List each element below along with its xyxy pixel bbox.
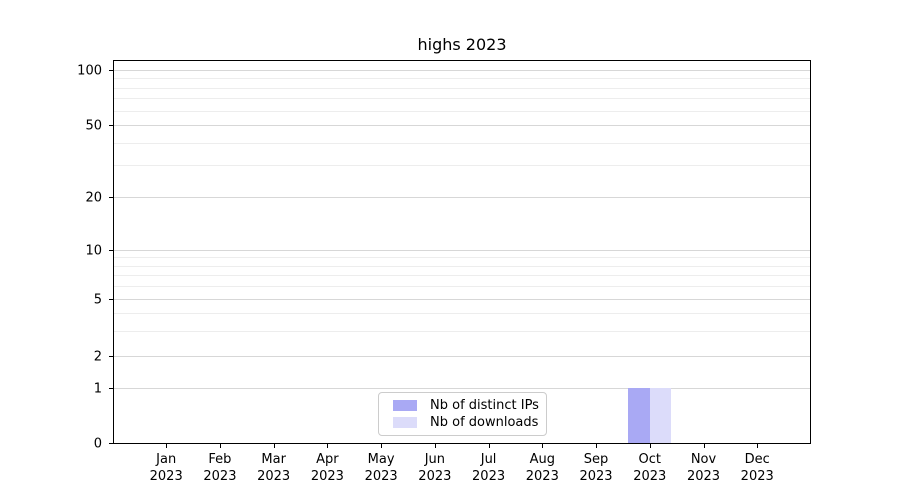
- gridline-minor: [114, 98, 810, 100]
- gridline-minor: [114, 330, 810, 332]
- legend-swatch: [393, 417, 417, 428]
- y-axis-tick-label: 2: [93, 349, 102, 364]
- x-axis-tick-label: Jul 2023: [472, 452, 506, 484]
- y-axis-tick-label: 10: [85, 243, 102, 258]
- y-axis-tick-label: 0: [93, 436, 102, 451]
- gridline-minor: [114, 165, 810, 167]
- y-axis-tick-label: 100: [77, 63, 102, 78]
- x-axis-tick-mark: [542, 444, 544, 448]
- gridline-minor: [114, 275, 810, 277]
- x-axis-tick-label: Oct 2023: [633, 452, 667, 484]
- gridline-minor: [114, 142, 810, 144]
- x-axis-tick-mark: [596, 444, 598, 448]
- x-axis-tick-label: Sep 2023: [579, 452, 613, 484]
- gridline-major: [114, 250, 810, 251]
- bar-downloads: [649, 388, 672, 443]
- x-axis-tick-mark: [166, 444, 168, 448]
- legend-label: Nb of downloads: [430, 415, 539, 430]
- gridline-major: [114, 299, 810, 300]
- x-axis-tick-label: Mar 2023: [257, 452, 291, 484]
- y-axis-tick-mark: [109, 299, 113, 300]
- y-axis-tick-label: 20: [85, 190, 102, 205]
- chart-title: highs 2023: [417, 35, 507, 54]
- legend-item: Nb of downloads: [393, 415, 539, 430]
- gridline-minor: [114, 265, 810, 267]
- x-axis-tick-mark: [434, 444, 436, 448]
- x-axis-tick-label: Apr 2023: [310, 452, 344, 484]
- x-axis-tick-mark: [219, 444, 221, 448]
- gridline-minor: [114, 312, 810, 314]
- y-axis-tick-label: 1: [93, 381, 102, 396]
- y-axis-tick-label: 5: [93, 292, 102, 307]
- y-axis-tick-mark: [109, 125, 113, 126]
- x-axis-tick-label: Jun 2023: [418, 452, 452, 484]
- x-axis-tick-mark: [273, 444, 275, 448]
- y-axis-tick-mark: [109, 250, 113, 251]
- x-axis-tick-mark: [488, 444, 490, 448]
- x-axis-tick-mark: [703, 444, 705, 448]
- y-axis-tick-mark: [109, 388, 113, 389]
- gridline-minor: [114, 286, 810, 288]
- y-axis-tick-mark: [109, 70, 113, 71]
- gridline-minor: [114, 257, 810, 259]
- legend-swatch: [393, 400, 417, 411]
- x-axis-tick-label: Jan 2023: [149, 452, 183, 484]
- x-axis-tick-label: Nov 2023: [686, 452, 721, 484]
- gridline-minor: [114, 78, 810, 80]
- plot-area: [113, 60, 811, 444]
- gridline-major: [114, 125, 810, 126]
- x-axis-tick-label: May 2023: [364, 452, 398, 484]
- y-axis-tick-mark: [109, 356, 113, 357]
- x-axis-tick-label: Feb 2023: [203, 452, 237, 484]
- x-axis-tick-mark: [757, 444, 759, 448]
- gridline-major: [114, 70, 810, 71]
- x-axis-tick-mark: [327, 444, 329, 448]
- gridline-minor: [114, 87, 810, 89]
- gridline-major: [114, 388, 810, 389]
- x-axis-tick-label: Dec 2023: [740, 452, 774, 484]
- gridline-major: [114, 197, 810, 198]
- gridline-major: [114, 356, 810, 357]
- gridline-minor: [114, 110, 810, 112]
- legend-item: Nb of distinct IPs: [393, 398, 539, 413]
- bar-distinct-ips: [628, 388, 650, 443]
- y-axis-tick-mark: [109, 197, 113, 198]
- y-axis-tick-mark: [109, 443, 113, 444]
- legend: Nb of distinct IPs Nb of downloads: [378, 392, 547, 436]
- x-axis-tick-mark: [649, 444, 651, 448]
- legend-label: Nb of distinct IPs: [430, 398, 539, 413]
- x-axis-tick-label: Aug 2023: [525, 452, 559, 484]
- y-axis-tick-label: 50: [85, 118, 102, 133]
- x-axis-tick-mark: [381, 444, 383, 448]
